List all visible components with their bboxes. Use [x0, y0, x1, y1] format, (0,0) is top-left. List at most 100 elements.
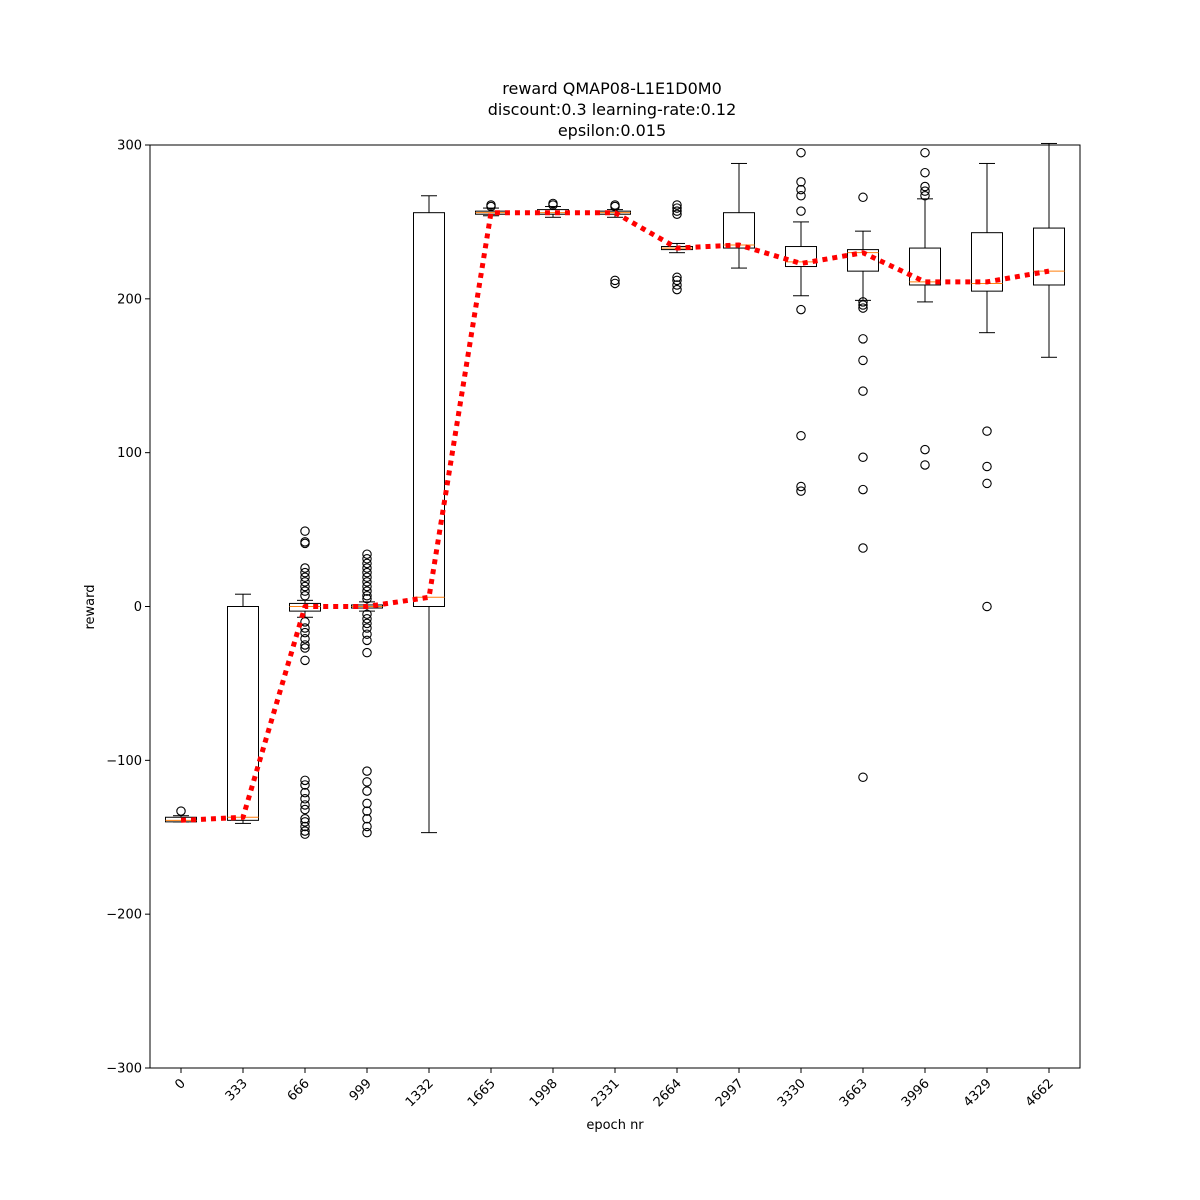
flier-point — [610, 278, 620, 289]
box-iqr — [785, 246, 817, 268]
flier-point — [300, 775, 310, 786]
chart-title-line-1: reward QMAP08-L1E1D0M0 — [502, 79, 722, 98]
flier-point — [300, 567, 310, 578]
flier-point — [548, 200, 558, 210]
y-tick-label: 200 — [117, 292, 142, 307]
box-3996 — [909, 198, 941, 303]
y-tick-label: 300 — [117, 139, 142, 154]
y-tick-label: −200 — [106, 908, 142, 923]
y-axis: −300 −200 −100 0 100 200 300 — [106, 139, 150, 1077]
x-tick-label: 666 — [285, 1076, 313, 1104]
flier-point — [672, 284, 682, 295]
flier-point — [362, 814, 372, 824]
x-tick-label: 1332 — [403, 1076, 437, 1110]
flier-point — [858, 334, 868, 344]
flier-point — [982, 478, 992, 489]
flier-point — [300, 821, 310, 832]
flier-point — [858, 297, 868, 307]
flier-point — [362, 572, 372, 583]
flier-point — [300, 538, 310, 549]
flier-point — [796, 147, 806, 158]
flier-point — [176, 806, 186, 816]
box-4329 — [971, 162, 1003, 334]
box-333 — [227, 593, 259, 824]
box-4662 — [1033, 142, 1065, 358]
box-iqr — [909, 247, 941, 286]
flier-point — [672, 272, 682, 283]
flier-point — [300, 577, 310, 587]
flier-point — [300, 655, 310, 666]
flier-point — [362, 821, 372, 832]
chart-title-line-3: epsilon:0.015 — [558, 121, 666, 140]
flier-point — [858, 303, 868, 313]
box-3663 — [847, 230, 879, 301]
flier-point — [672, 200, 682, 210]
flier-point — [300, 627, 310, 638]
flier-point — [362, 623, 372, 633]
flier-point — [362, 766, 372, 776]
flier-point — [672, 203, 682, 213]
x-tick-label: 1998 — [527, 1076, 561, 1110]
flier-point — [300, 794, 310, 804]
mean-line — [180, 210, 1050, 823]
flier-point — [796, 486, 806, 496]
flier-point — [796, 304, 806, 315]
flier-point — [362, 635, 372, 646]
flier-point — [300, 617, 310, 627]
x-axis: 0 333 666 999 1332 1665 1998 2331 2664 2997 3330 36… — [172, 1068, 1057, 1110]
y-axis-label: reward — [83, 584, 98, 629]
x-tick-label: 3996 — [899, 1076, 933, 1110]
flier-point — [982, 601, 992, 612]
flier-point — [300, 581, 310, 592]
x-tick-label: 3663 — [837, 1076, 871, 1110]
flier-point — [858, 192, 868, 203]
flier-point — [796, 481, 806, 492]
flier-point — [300, 590, 310, 601]
flier-point — [982, 426, 992, 436]
flier-point — [672, 209, 682, 219]
flier-point — [920, 191, 930, 201]
flier-point — [300, 800, 310, 810]
flier-point — [920, 444, 930, 455]
mean-line-layer — [180, 210, 1050, 823]
flier-point — [920, 147, 930, 158]
flier-point — [300, 640, 310, 650]
flier-point — [300, 563, 310, 573]
box-iqr — [227, 606, 259, 821]
flier-point — [796, 206, 806, 216]
flier-point — [858, 543, 868, 553]
x-tick-label: 1665 — [465, 1076, 499, 1110]
x-tick-label: 0 — [172, 1076, 188, 1092]
flier-point — [796, 430, 806, 441]
flier-point — [362, 554, 372, 564]
flier-point — [300, 572, 310, 583]
flier-point — [858, 484, 868, 495]
flier-point — [920, 460, 930, 470]
flier-point — [362, 806, 372, 816]
flier-point — [362, 563, 372, 573]
box-iqr — [537, 209, 569, 215]
x-tick-label: 4329 — [961, 1076, 995, 1110]
flier-point — [796, 177, 806, 187]
flier-point — [920, 181, 930, 192]
box-1332 — [413, 195, 445, 834]
x-tick-label: 2664 — [651, 1076, 685, 1110]
flier-point — [362, 594, 372, 604]
flier-point — [982, 461, 992, 472]
y-tick-label: −300 — [106, 1062, 142, 1077]
y-tick-label: 0 — [134, 600, 142, 615]
flier-point — [486, 201, 496, 212]
flier-point — [858, 772, 868, 783]
flier-point — [610, 275, 620, 286]
box-iqr — [413, 212, 445, 607]
flier-point — [858, 355, 868, 366]
flier-point — [858, 300, 868, 310]
flier-point — [300, 814, 310, 824]
box-iqr — [1033, 227, 1065, 286]
x-tick-label: 999 — [347, 1076, 375, 1104]
flier-point — [362, 786, 372, 796]
x-tick-label: 4662 — [1023, 1076, 1057, 1110]
flier-point — [362, 567, 372, 578]
flier-point — [672, 275, 682, 286]
